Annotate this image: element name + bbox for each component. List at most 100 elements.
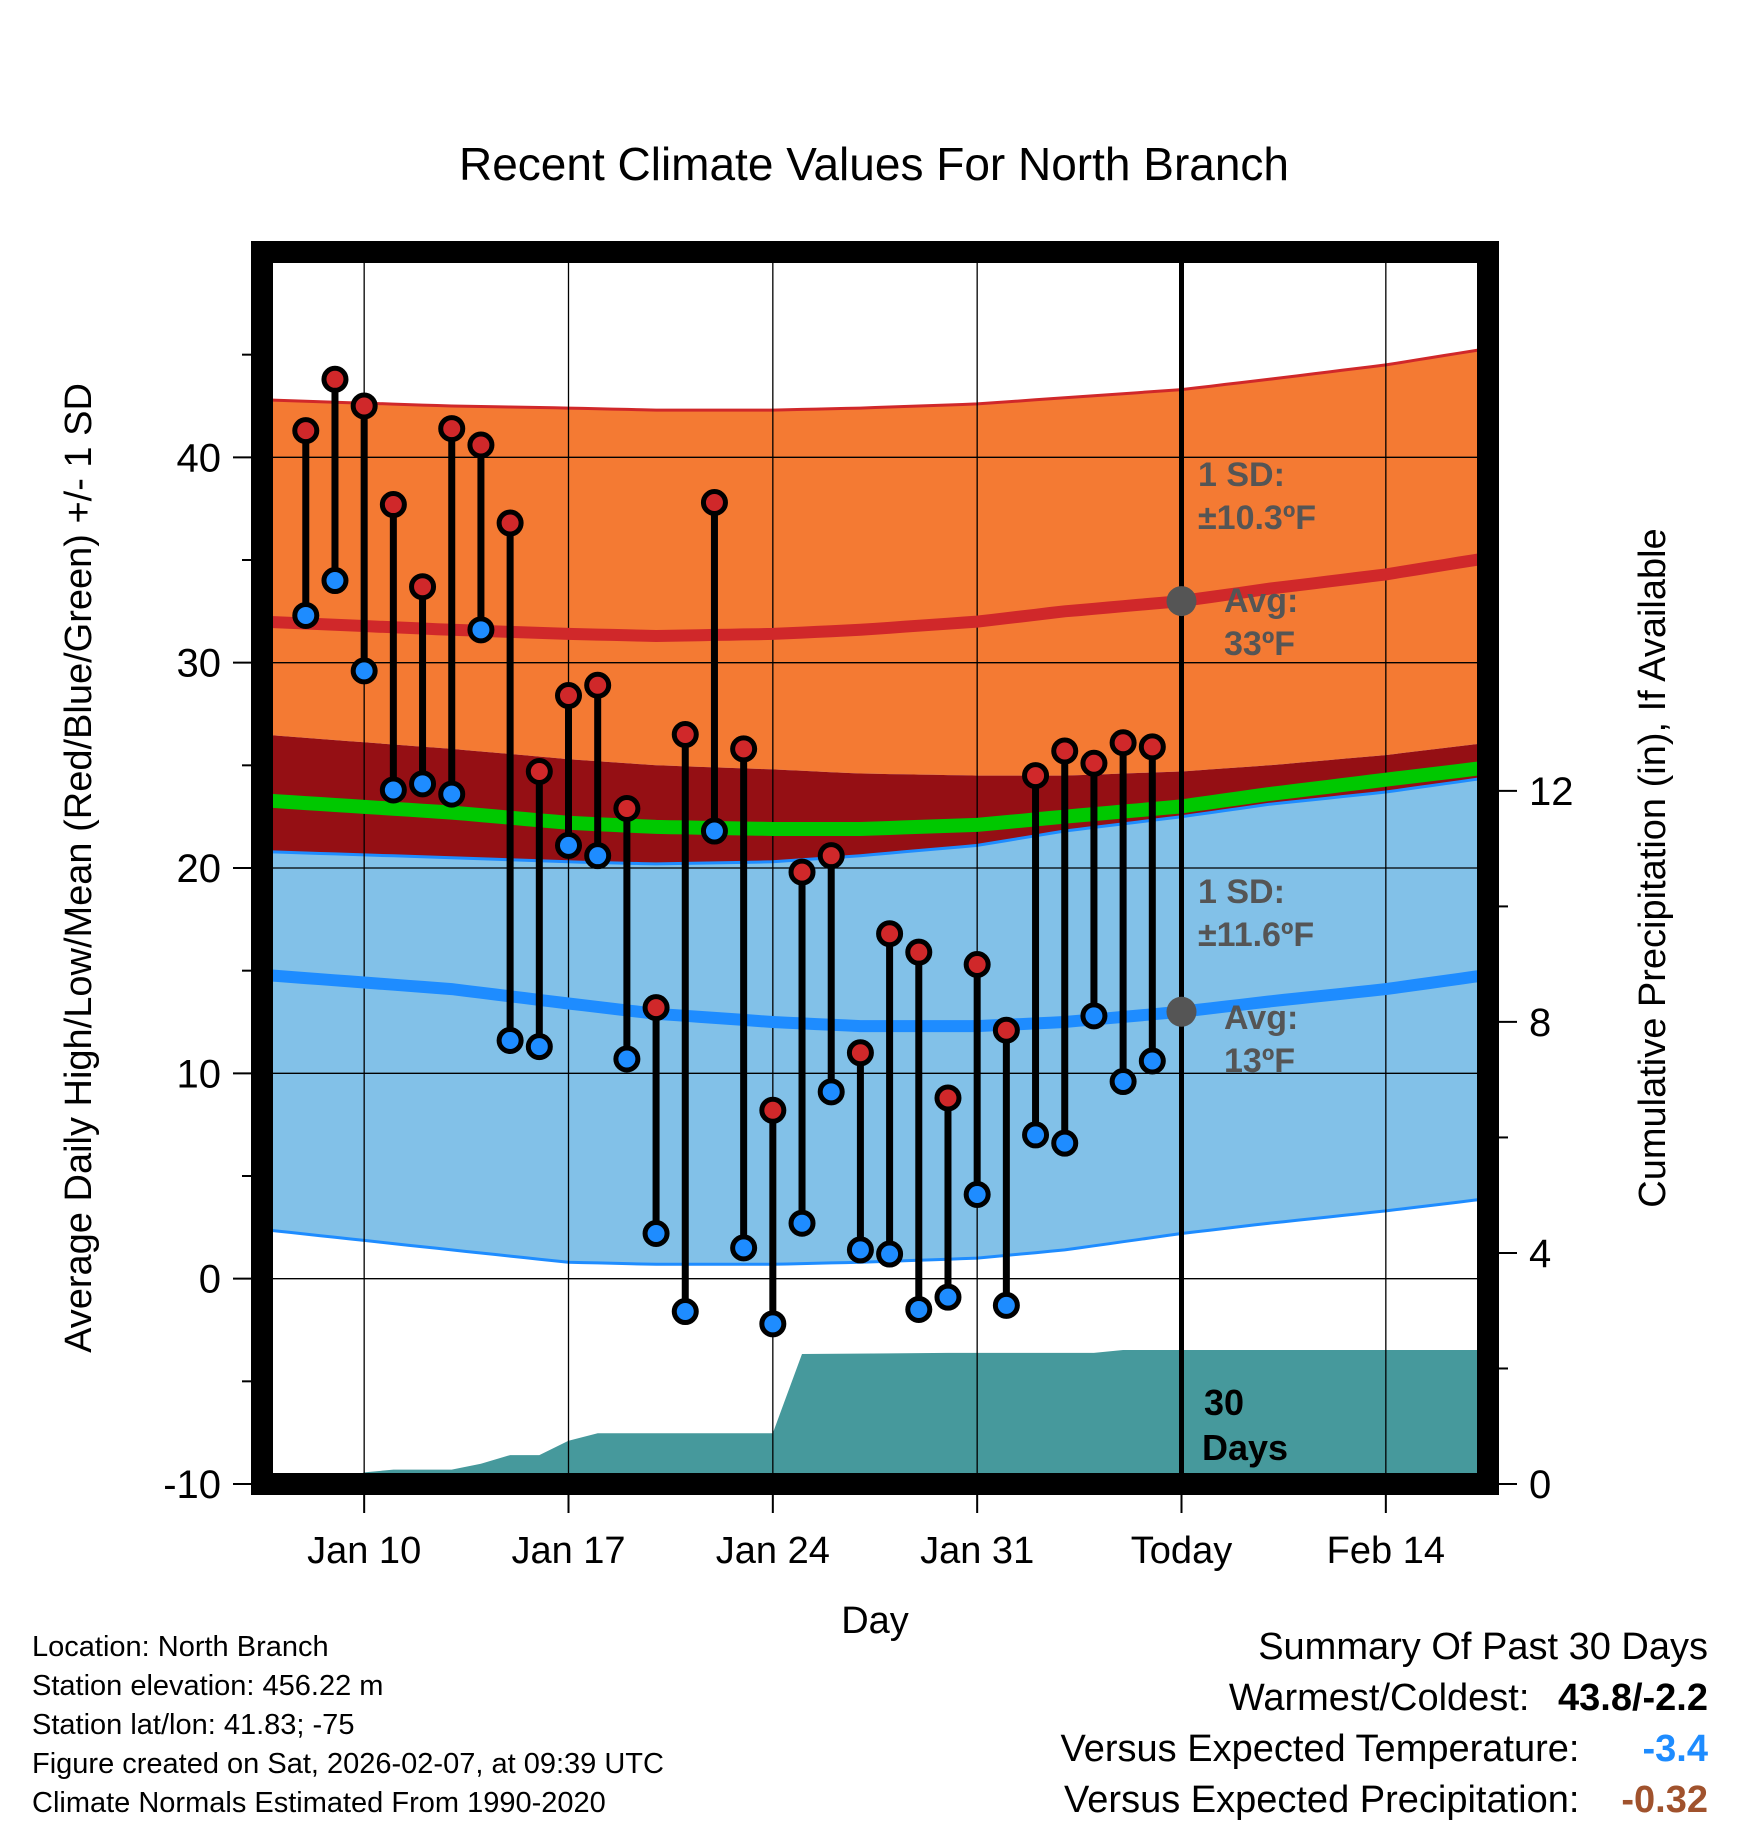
y-tick-label: 30 [177,642,222,686]
plot-frame [251,241,1499,1495]
latlon-text: Station lat/lon: 41.83; -75 [32,1709,355,1741]
daily-low-marker [321,567,349,595]
daily-high-marker [321,365,349,393]
daily-high-marker [613,794,641,822]
period-count: 30 [1204,1382,1244,1423]
x-axis-label: Day [841,1600,909,1642]
daily-high-marker [496,509,524,537]
high-sd-label: 1 SD: [1198,456,1285,494]
daily-low-marker [1109,1068,1137,1096]
daily-low-marker [671,1298,699,1326]
daily-low-marker [292,601,320,629]
created-text: Figure created on Sat, 2026-02-07, at 09… [32,1748,664,1780]
y2-tick-label: 0 [1529,1463,1551,1507]
daily-low-marker [934,1283,962,1311]
today-high-avg-marker [1166,586,1197,617]
precip-area [262,1350,1488,1484]
daily-low-marker [1022,1121,1050,1149]
low-sd-label: 1 SD: [1198,873,1285,911]
location-text: Location: North Branch [32,1631,329,1663]
temp-value: -3.4 [1642,1728,1708,1770]
x-tick-label: Jan 24 [716,1530,830,1572]
y-tick-label: 10 [177,1052,222,1096]
daily-high-marker [379,491,407,519]
y2-tick-label: 12 [1529,770,1574,814]
warm-cold-label: Warmest/Coldest: [1228,1677,1530,1719]
chart-title: Recent Climate Values For North Branch [459,138,1289,190]
temp-label: Versus Expected Temperature: [1060,1728,1580,1770]
daily-high-marker [525,757,553,785]
daily-high-marker [292,417,320,445]
daily-high-marker [1051,737,1079,765]
plot-area [262,252,1488,1484]
low-avg-value: 13ºF [1224,1042,1295,1080]
daily-high-marker [467,431,495,459]
daily-low-marker [438,780,466,808]
daily-low-marker [846,1236,874,1264]
y-tick-label: -10 [163,1463,221,1507]
high-upper-line [262,347,1488,412]
daily-low-marker [350,657,378,685]
daily-low-marker [1051,1129,1079,1157]
x-tick-label: Jan 10 [307,1530,421,1572]
low-avg-line [262,968,1488,1033]
daily-high-marker [817,842,845,870]
high-avg-line [262,551,1488,643]
daily-low-marker [642,1219,670,1247]
axis-ticks: -10 0 10 20 30 40 0 4 8 12 Jan 10 Jan 17 Jan 24 Jan 3… [163,353,1574,1572]
summary-panel: Summary Of Past 30 Days Warmest/Coldest:… [1061,1622,1708,1826]
daily-low-marker [467,616,495,644]
low-upper-line [262,776,1488,866]
high-sd-band [262,348,1488,776]
daily-low-marker [1080,1002,1108,1030]
high-sd-value: ±10.3ºF [1198,499,1316,537]
normals-text: Climate Normals Estimated From 1990-2020 [32,1787,606,1819]
y-tick-label: 0 [199,1258,221,1302]
daily-low-marker [905,1295,933,1323]
daily-high-marker [1022,762,1050,790]
daily-low-marker [876,1240,904,1268]
daily-low-marker [613,1045,641,1073]
low-avg-label: Avg: [1224,999,1298,1037]
daily-high-marker [934,1084,962,1112]
precip-label: Versus Expected Precipitation: [1064,1779,1580,1821]
daily-high-marker [1080,749,1108,777]
summary-title: Summary Of Past 30 Days [1258,1626,1708,1668]
y-axis-label: Average Daily High/Low/Mean (Red/Blue/Gr… [58,383,100,1353]
period-annotation: 30 Days [1202,1382,1288,1468]
temp-row: Versus Expected Temperature: -3.4 [1061,1724,1708,1775]
daily-high-marker [759,1096,787,1124]
x-tick-label: Jan 31 [920,1530,1034,1572]
daily-high-marker [1109,729,1137,757]
daily-low-marker [759,1310,787,1338]
daily-high-marker [963,951,991,979]
annotations: 1 SD: ±10.3ºF Avg: 33ºF 1 SD: ±11.6ºF Av… [1198,456,1316,1080]
daily-high-marker [846,1039,874,1067]
low-sd-value: ±11.6ºF [1198,916,1314,954]
y-tick-label: 40 [177,436,222,480]
y2-tick-label: 4 [1529,1232,1551,1276]
station-info: Location: North Branch Station elevation… [32,1628,664,1823]
daily-low-marker [730,1234,758,1262]
y2-axis-label: Cumulative Precipitation (in), If Availa… [1632,528,1674,1207]
daily-high-marker [438,415,466,443]
daily-high-marker [350,392,378,420]
daily-low-marker [700,817,728,845]
x-tick-label: Feb 14 [1327,1530,1445,1572]
daily-high-marker [700,489,728,517]
today-low-avg-marker [1166,996,1197,1027]
daily-low-marker [788,1209,816,1237]
elevation-text: Station elevation: 456.22 m [32,1670,384,1702]
daily-high-marker [1138,733,1166,761]
x-tick-label: Today [1131,1530,1232,1572]
daily-high-marker [555,682,582,710]
warm-cold-row: Warmest/Coldest: 43.8/-2.2 [1061,1673,1708,1724]
daily-high-marker [992,1016,1020,1044]
daily-bars [292,365,1166,1338]
daily-high-marker [642,994,670,1022]
daily-high-marker [788,858,816,886]
daily-low-marker [525,1033,553,1061]
daily-low-marker [409,770,437,798]
low-lower-line [262,1197,1488,1266]
